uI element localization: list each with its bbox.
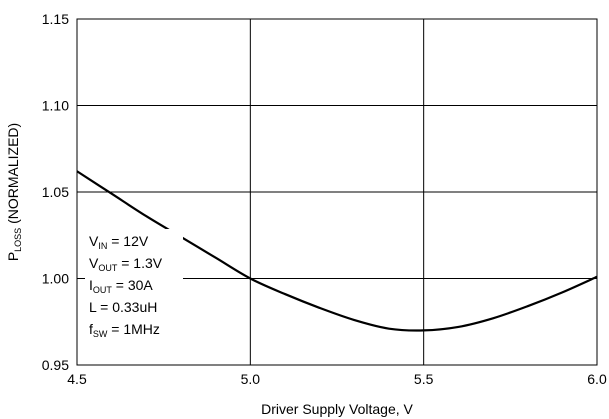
y-tick-label-4: 1.15 [42, 11, 69, 27]
y-axis-label-rest: (NORMALIZED) [5, 123, 21, 228]
y-tick-label-1: 1.00 [42, 271, 69, 287]
x-tick-label-3: 6.0 [587, 371, 607, 387]
x-axis-label: Driver Supply Voltage, V [261, 401, 413, 417]
annotation-line-0: VIN = 12V [89, 233, 149, 251]
annotation-block: VIN = 12V VOUT = 1.3V IOUT = 30A L = 0.33uH… [85, 229, 183, 347]
y-tick-label-3: 1.10 [42, 98, 69, 114]
annotation-line-3: L = 0.33uH [89, 299, 157, 315]
annotation-line-4: fSW = 1MHz [89, 321, 160, 339]
annotation-line-1: VOUT = 1.3V [89, 255, 163, 273]
series-line [76, 170, 598, 332]
y-axis-label-sub: LOSS [13, 228, 23, 252]
x-tick-label-1: 5.0 [241, 371, 261, 387]
y-axis-label-main: P [5, 252, 21, 261]
annotation-line-2: IOUT = 30A [89, 277, 153, 295]
plot-frame [76, 18, 598, 366]
annotation-background [85, 229, 183, 347]
x-tick-labels: 4.5 5.0 5.5 6.0 [67, 371, 607, 387]
y-tick-labels: 0.95 1.00 1.05 1.10 1.15 [42, 11, 69, 373]
y-axis-label: PLOSS (NORMALIZED) [5, 123, 23, 261]
y-tick-label-0: 0.95 [42, 357, 69, 373]
x-tick-label-2: 5.5 [414, 371, 434, 387]
y-tick-label-2: 1.05 [42, 184, 69, 200]
x-tick-label-0: 4.5 [67, 371, 87, 387]
